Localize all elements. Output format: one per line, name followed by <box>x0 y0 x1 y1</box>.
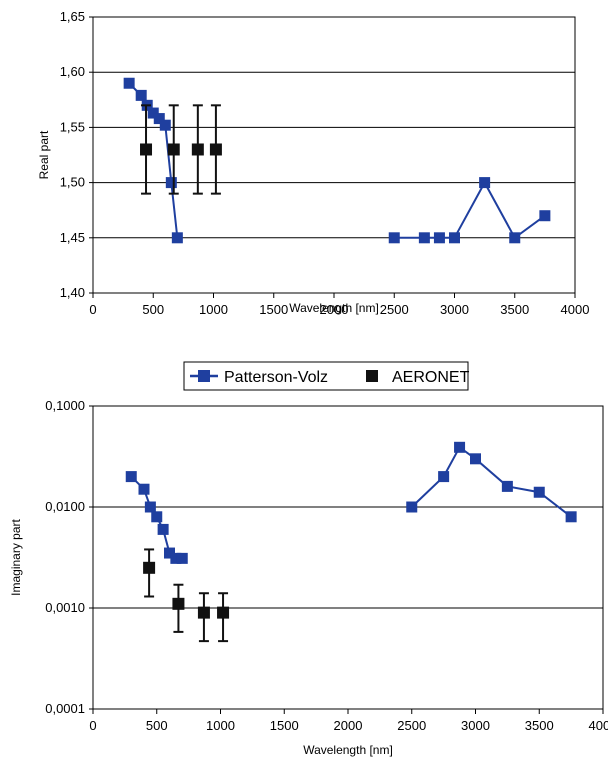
x-tick-label: 2000 <box>334 718 363 733</box>
point-patterson-volz <box>565 511 577 523</box>
point-patterson-volz <box>144 501 156 513</box>
point-patterson-volz <box>157 523 169 535</box>
y-tick-label: 0,0010 <box>45 600 85 615</box>
point-patterson-volz <box>509 232 521 244</box>
real-part-chart: 1,40 1,45 1,50 1,55 1,60 1,65 0 500 1000 1500 2000… <box>37 9 589 317</box>
point-aeronet <box>217 606 230 619</box>
y-tick-label: 1,40 <box>60 285 85 300</box>
point-patterson-volz <box>533 486 545 498</box>
legend-box <box>183 361 469 391</box>
x-tick-label: 0 <box>89 302 96 317</box>
plot-frame <box>92 16 576 294</box>
y-tick-label: 0,0100 <box>45 499 85 514</box>
y-axis-title: Real part <box>37 130 51 179</box>
point-patterson-volz <box>159 119 171 131</box>
imaginary-part-chart: 0,0001 0,0010 0,0100 0,1000 0 500 1000 1500 2000… <box>9 398 608 757</box>
y-tick-label: 0,1000 <box>45 398 85 413</box>
point-patterson-volz <box>438 471 450 483</box>
point-aeronet <box>209 143 222 156</box>
point-aeronet <box>197 606 210 619</box>
point-patterson-volz <box>539 210 551 222</box>
x-tick-label: 1500 <box>259 302 288 317</box>
point-patterson-volz <box>433 232 445 244</box>
point-patterson-volz <box>123 77 135 89</box>
point-patterson-volz <box>138 483 150 495</box>
y-tick-label: 1,55 <box>60 119 85 134</box>
x-tick-label: 4000 <box>561 302 590 317</box>
x-axis-title: Wavelength [nm] <box>303 743 393 757</box>
legend-marker-patterson-volz <box>198 370 210 382</box>
point-patterson-volz <box>406 501 418 513</box>
x-tick-label: 3500 <box>525 718 554 733</box>
x-tick-label: 1000 <box>206 718 235 733</box>
point-patterson-volz <box>165 177 177 189</box>
x-tick-label: 500 <box>146 718 168 733</box>
point-patterson-volz <box>454 441 466 453</box>
y-tick-label: 1,45 <box>60 230 85 245</box>
x-tick-label: 3500 <box>500 302 529 317</box>
point-patterson-volz <box>470 453 481 465</box>
series-line-patterson-volz <box>128 82 179 238</box>
legend-label-patterson-volz: Patterson-Volz <box>224 369 328 386</box>
legend: Patterson-Volz AERONET <box>183 361 470 391</box>
series-line-patterson-volz <box>394 180 546 240</box>
point-patterson-volz <box>135 89 147 101</box>
point-patterson-volz <box>449 232 460 244</box>
x-tick-label: 2500 <box>380 302 409 317</box>
x-tick-label: 0 <box>89 718 96 733</box>
point-aeronet <box>191 143 204 156</box>
point-patterson-volz <box>147 107 159 119</box>
y-tick-label: 1,60 <box>60 64 85 79</box>
y-tick-label: 0,0001 <box>45 701 85 716</box>
x-tick-label: 3000 <box>461 718 490 733</box>
point-patterson-volz <box>125 471 137 483</box>
point-patterson-volz <box>171 232 183 244</box>
point-aeronet <box>140 143 153 156</box>
series-line-patterson-volz <box>411 445 572 518</box>
point-patterson-volz <box>418 232 430 244</box>
point-patterson-volz <box>170 552 182 564</box>
point-patterson-volz <box>479 177 491 189</box>
y-tick-label: 1,50 <box>60 175 85 190</box>
x-tick-label: 1500 <box>270 718 299 733</box>
x-tick-label: 2500 <box>397 718 426 733</box>
point-patterson-volz <box>151 511 163 523</box>
point-aeronet <box>167 143 180 156</box>
point-patterson-volz <box>164 547 175 559</box>
x-axis-title: Wavelength [nm] <box>289 301 379 315</box>
x-tick-label: 4000 <box>589 718 608 733</box>
y-tick-label: 1,65 <box>60 9 85 24</box>
legend-marker-aeronet <box>366 370 378 382</box>
point-patterson-volz <box>176 552 188 564</box>
x-tick-label: 2000 <box>320 302 349 317</box>
point-aeronet <box>143 561 156 574</box>
legend-label-aeronet: AERONET <box>392 369 470 386</box>
point-patterson-volz <box>153 113 165 125</box>
point-patterson-volz <box>388 232 400 244</box>
y-axis-title: Imaginary part <box>9 518 23 595</box>
point-patterson-volz <box>501 480 513 492</box>
x-tick-label: 1000 <box>199 302 228 317</box>
point-aeronet <box>172 597 185 610</box>
x-tick-label: 3000 <box>440 302 469 317</box>
x-tick-label: 500 <box>142 302 164 317</box>
